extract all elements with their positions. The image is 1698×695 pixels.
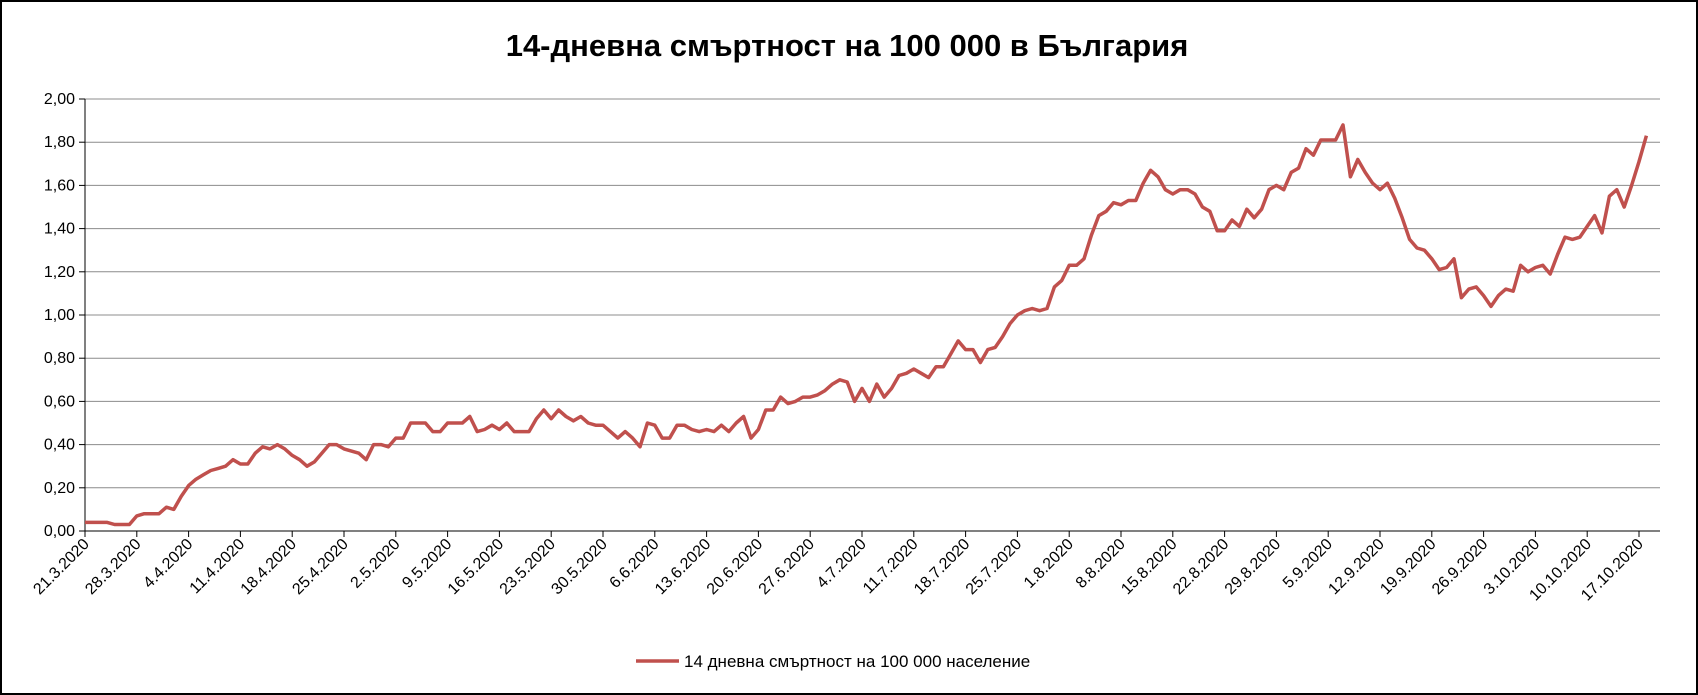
x-axis-tick-labels: 21.3.202028.3.20204.4.202011.4.202018.4.… [30,536,1646,605]
gridlines [85,98,1660,489]
axes [79,98,1660,537]
y-tick-label: 0,00 [44,523,75,540]
x-tick-label: 18.4.2020 [238,536,300,598]
y-tick-label: 1,40 [44,221,75,238]
x-tick-label: 29.8.2020 [1222,536,1284,598]
x-tick-label: 30.5.2020 [548,536,610,598]
y-tick-label: 2,00 [44,91,75,108]
y-tick-label: 0,20 [44,480,75,497]
x-tick-label: 25.4.2020 [289,536,351,598]
x-tick-label: 25.7.2020 [963,536,1025,598]
legend-label: 14 дневна смъртност на 100 000 население [684,652,1030,671]
series-line [85,123,1649,527]
y-tick-label: 1,00 [44,307,75,324]
x-tick-label: 23.5.2020 [497,536,559,598]
series-layer [85,123,1649,527]
legend: 14 дневна смъртност на 100 000 население [636,652,1030,671]
x-tick-label: 27.6.2020 [756,536,818,598]
y-tick-label: 0,80 [44,350,75,367]
y-tick-label: 0,40 [44,437,75,454]
x-tick-label: 2.5.2020 [348,536,404,592]
y-tick-label: 1,60 [44,177,75,194]
chart-title: 14-дневна смъртност на 100 000 в Българи… [505,28,1189,63]
y-tick-label: 1,20 [44,264,75,281]
y-axis-tick-labels: 0,00 0,20 0,40 0,60 0,80 1,00 1,20 1,40 1,60 1,80… [44,91,75,540]
y-tick-label: 1,80 [44,134,75,151]
y-tick-label: 0,60 [44,393,75,410]
x-tick-label: 1.8.2020 [1021,536,1077,592]
x-tick-label: 28.3.2020 [82,536,144,598]
